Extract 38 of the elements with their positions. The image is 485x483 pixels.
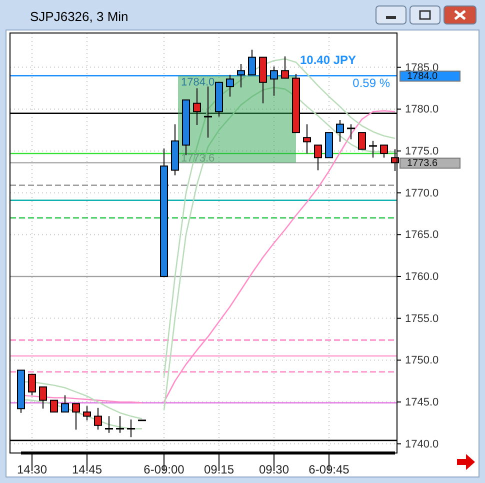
candlestick [303, 124, 311, 154]
y-tick-label: 1745.0 [405, 396, 439, 408]
y-tick-label: 1750.0 [405, 354, 439, 367]
x-tick-label: 09:30 [258, 462, 290, 476]
candlestick [358, 132, 366, 150]
x-tick-label: 14:30 [16, 462, 48, 476]
candlestick [270, 66, 278, 96]
candlestick [336, 120, 344, 142]
y-tick-label: 1755.0 [405, 312, 439, 325]
y-tick-label: 1760.0 [405, 270, 439, 283]
candlestick [248, 49, 256, 76]
annotation: 1784.0 [181, 76, 215, 89]
annotation: 10.40 JPY [300, 53, 356, 68]
x-tick-label: 09:15 [204, 462, 234, 476]
annotation: 0.59 % [352, 76, 390, 90]
candlestick [94, 407, 102, 430]
y-tick-label: 1765.0 [405, 229, 439, 242]
candlestick [281, 56, 289, 79]
chart-title: SJPJ6326, 3 Min [30, 9, 128, 24]
candlestick [39, 386, 47, 410]
y-tick-label: 1775.0 [405, 145, 439, 158]
ref-line-label: 1784.0 [407, 71, 438, 82]
x-tick-label: 6-09:00 [144, 462, 185, 476]
y-tick-label: 1740.0 [405, 438, 439, 450]
ref-line-label: 1773.6 [407, 158, 438, 170]
candlestick [380, 144, 388, 158]
candlestick [28, 374, 36, 396]
candlestick [237, 63, 245, 88]
candlestick [314, 144, 322, 171]
candlestick [72, 403, 80, 430]
candlestick [50, 400, 58, 413]
candlestick [61, 394, 69, 413]
candlestick [83, 406, 91, 421]
candlestick [226, 74, 234, 98]
x-tick-label: 14:45 [72, 462, 102, 476]
y-tick-label: 1780.0 [405, 104, 439, 116]
y-tick-label: 1770.0 [405, 187, 439, 200]
x-tick-label: 6-09:45 [308, 462, 350, 476]
